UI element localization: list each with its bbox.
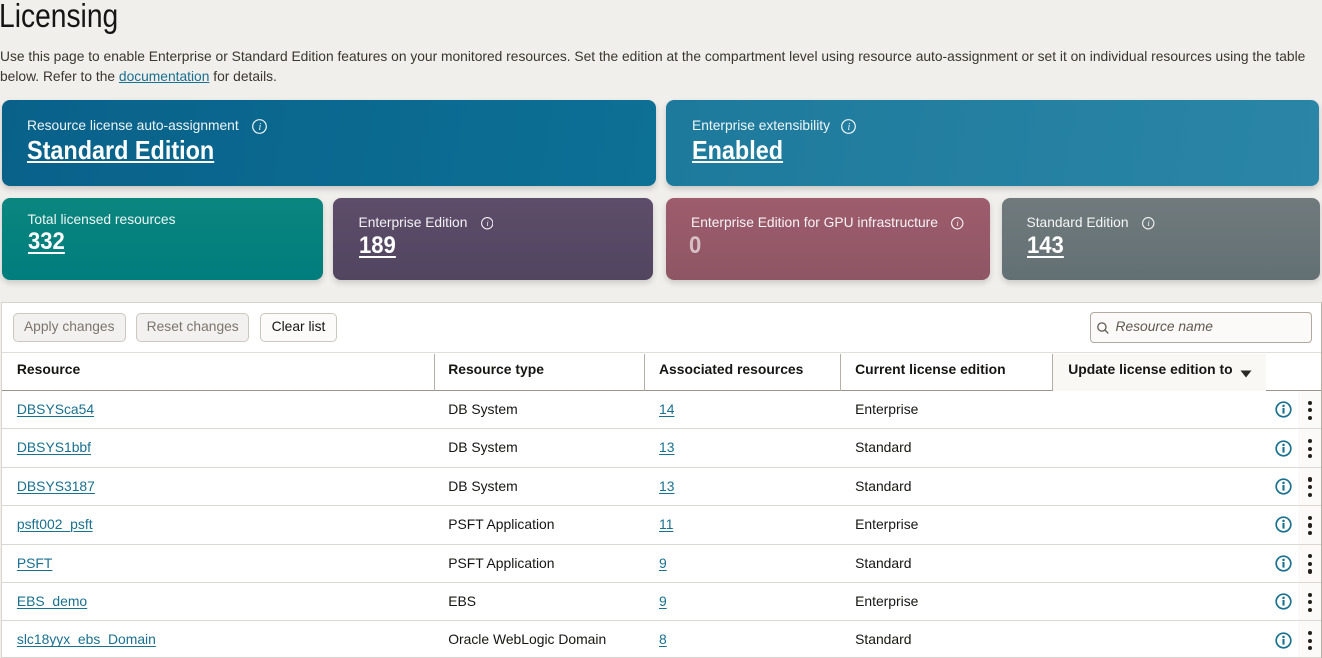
svg-text:i: i [848, 122, 851, 133]
svg-text:i: i [486, 218, 489, 228]
svg-text:i: i [956, 218, 959, 228]
svg-text:i: i [258, 122, 261, 133]
svg-text:i: i [1148, 218, 1151, 228]
